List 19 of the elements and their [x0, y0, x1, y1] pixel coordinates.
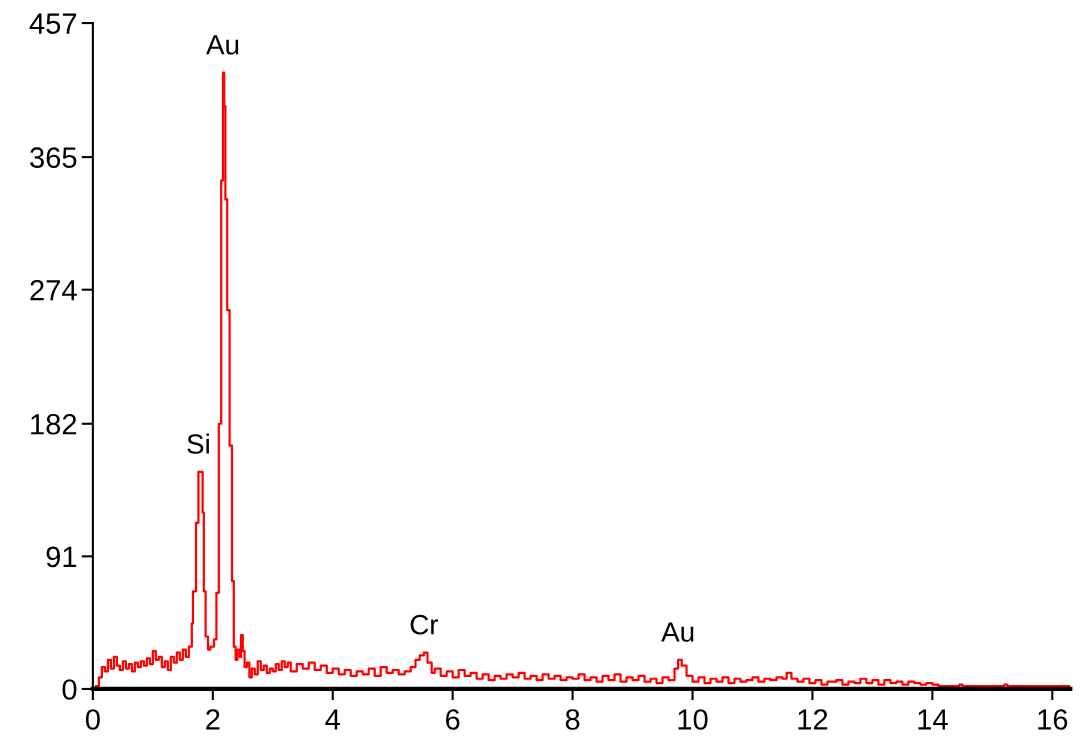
- annotation: Au: [206, 35, 239, 55]
- y-tick-label: 182: [31, 413, 77, 435]
- x-tick-label: 16: [1038, 709, 1068, 730]
- annotation: Au: [661, 622, 694, 642]
- x-tick-label: 6: [446, 709, 460, 730]
- x-tick-label: 2: [206, 709, 220, 730]
- annotation: Cr: [410, 614, 439, 635]
- y-tick-label: 0: [62, 679, 77, 700]
- y-tick-label: 274: [30, 279, 77, 301]
- annotation: Si: [187, 433, 209, 454]
- x-tick-label: 4: [325, 709, 340, 730]
- x-tick-label: 14: [918, 709, 948, 730]
- x-tick-label: 8: [565, 709, 580, 730]
- x-tick-label: 0: [85, 709, 100, 730]
- x-tick-label: 12: [798, 709, 828, 730]
- y-tick-label: 91: [46, 546, 77, 568]
- y-tick-label: 457: [29, 13, 77, 34]
- y-tick-label: 365: [30, 147, 77, 168]
- x-tick-label: 10: [678, 709, 708, 730]
